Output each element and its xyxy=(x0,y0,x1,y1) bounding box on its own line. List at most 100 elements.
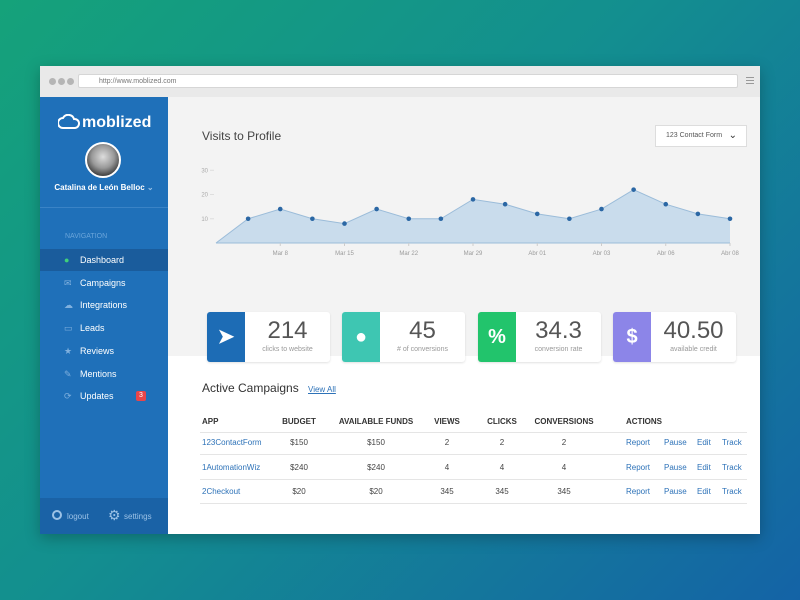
y-tick-label: 10 xyxy=(201,217,208,223)
chart: 10 20 30 Mar 8 Mar 15 Mar 22 Mar 29 Abr 01 Abr 0… xyxy=(201,168,739,257)
column-header: AVAILABLE FUNDS xyxy=(338,417,414,426)
table-cell: 2 xyxy=(499,438,505,447)
x-tick-label: Mar 29 xyxy=(464,251,483,257)
x-tick-label: Abr 01 xyxy=(528,251,546,257)
table-cell: 2 xyxy=(444,438,450,447)
view-all-link[interactable]: View All xyxy=(308,385,336,394)
logout-icon xyxy=(52,510,62,520)
stat-value: 45 xyxy=(409,317,436,344)
url-field[interactable]: http://www.moblized.com xyxy=(78,74,738,88)
nav-item[interactable]: ☁ Integrations xyxy=(40,294,168,316)
table-cell: $240 xyxy=(367,462,385,472)
nav-item[interactable]: ● Dashboard xyxy=(40,249,168,271)
user-name[interactable]: Catalina de León Belloc ⌄ xyxy=(40,183,168,192)
avatar[interactable] xyxy=(85,142,121,178)
nav-icon: ● xyxy=(64,255,70,265)
chevron: ⌄ xyxy=(146,183,154,192)
column-header: VIEWS xyxy=(434,417,460,426)
x-tick-label: Mar 15 xyxy=(335,251,354,257)
stat-label: clicks to website xyxy=(262,346,313,353)
action-link[interactable]: Edit xyxy=(697,462,711,472)
point xyxy=(374,206,379,212)
logo-icon xyxy=(58,114,80,129)
window-dot[interactable] xyxy=(58,78,65,85)
dropdown[interactable]: 123 Contact Form ⌄ xyxy=(655,125,747,147)
table-cell: $20 xyxy=(292,487,306,496)
point xyxy=(502,201,508,207)
table-cell: $20 xyxy=(369,487,383,496)
column-header: CLICKS xyxy=(487,417,517,426)
point xyxy=(470,197,476,202)
y-tick-label: 30 xyxy=(201,168,208,174)
table-cell: 4 xyxy=(499,462,505,472)
nav-item[interactable]: ★ Reviews xyxy=(40,340,168,362)
row-divider xyxy=(200,478,747,480)
nav-icon: ☁ xyxy=(64,300,73,311)
point xyxy=(310,216,315,222)
point xyxy=(695,211,701,217)
nav-icon: ✉ xyxy=(64,277,72,288)
nav-label: Campaigns xyxy=(80,277,126,288)
badge: 3 xyxy=(136,391,146,402)
action-link[interactable]: Edit xyxy=(697,438,711,447)
action-link[interactable]: Pause xyxy=(664,438,687,447)
column-header: BUDGET xyxy=(282,417,316,426)
action-link[interactable]: Track xyxy=(722,462,742,472)
x-tick-label: Mar 22 xyxy=(399,251,418,257)
nav-item[interactable]: ⟳ Updates 3 xyxy=(40,385,168,407)
chart-title: Visits to Profile xyxy=(202,129,282,143)
nav-icon: ✎ xyxy=(64,368,72,379)
action-link[interactable]: Pause xyxy=(664,462,687,472)
column-header: CONVERSIONS xyxy=(534,417,594,426)
point xyxy=(277,206,283,212)
window-dot[interactable] xyxy=(49,78,56,85)
stat-card: ➤ 214 clicks to website xyxy=(207,312,330,362)
nav-item[interactable]: ✉ Campaigns xyxy=(40,272,168,294)
stat-icon: $ xyxy=(613,312,651,362)
table-cell: 2 xyxy=(561,438,567,447)
settings-icon: ⚙ xyxy=(108,507,121,523)
action-link[interactable]: Report xyxy=(626,438,651,447)
table-cell: 345 xyxy=(495,487,509,496)
logout[interactable]: logout xyxy=(67,512,89,521)
action-link[interactable]: Report xyxy=(626,462,651,472)
app-link[interactable]: 2Checkout xyxy=(202,487,241,496)
nav-heading: NAVIGATION xyxy=(65,233,108,240)
row-divider xyxy=(200,503,747,504)
stat-card: $40.50 available credit xyxy=(613,312,736,362)
nav-label: Dashboard xyxy=(80,255,125,265)
sidebar-footer: logout ⚙ settings xyxy=(40,498,168,534)
point xyxy=(245,216,251,222)
nav-item[interactable]: ✎ Mentions xyxy=(40,363,168,385)
nav-icon: ▭ xyxy=(64,323,73,334)
browser-window: http://www.moblized.com moblized Catalin… xyxy=(40,66,760,534)
window-dot[interactable] xyxy=(67,78,74,85)
point xyxy=(663,201,669,207)
stat-icon: % xyxy=(478,312,516,362)
action-link[interactable]: Edit xyxy=(697,487,711,496)
dropdown-text: 123 Contact Form xyxy=(666,132,723,139)
settings[interactable]: settings xyxy=(124,512,152,521)
point xyxy=(406,216,412,222)
stat-card: ● 45 # of conversions xyxy=(342,312,465,362)
logo[interactable]: moblized xyxy=(82,114,152,131)
stat-label: conversion rate xyxy=(534,346,583,353)
app-link[interactable]: 1AutomationWiz xyxy=(202,462,261,472)
action-link[interactable]: Track xyxy=(722,487,742,496)
campaigns-title: Active Campaigns xyxy=(202,381,299,395)
stat-label: # of conversions xyxy=(397,346,448,353)
point xyxy=(599,206,604,212)
app-link[interactable]: 123ContactForm xyxy=(202,438,262,447)
menu-icon[interactable] xyxy=(746,77,754,78)
action-link[interactable]: Pause xyxy=(664,487,687,496)
table-cell: 345 xyxy=(440,487,454,496)
nav-item[interactable]: ▭ Leads xyxy=(40,317,168,339)
x-tick-label: Abr 03 xyxy=(593,251,611,257)
action-link[interactable]: Track xyxy=(722,438,742,447)
stat-value: 214 xyxy=(267,317,308,344)
column-header: ACTIONS xyxy=(626,417,662,426)
table-cell: 345 xyxy=(557,487,571,496)
x-tick-label: Abr 08 xyxy=(721,251,739,257)
action-link[interactable]: Report xyxy=(626,487,651,496)
